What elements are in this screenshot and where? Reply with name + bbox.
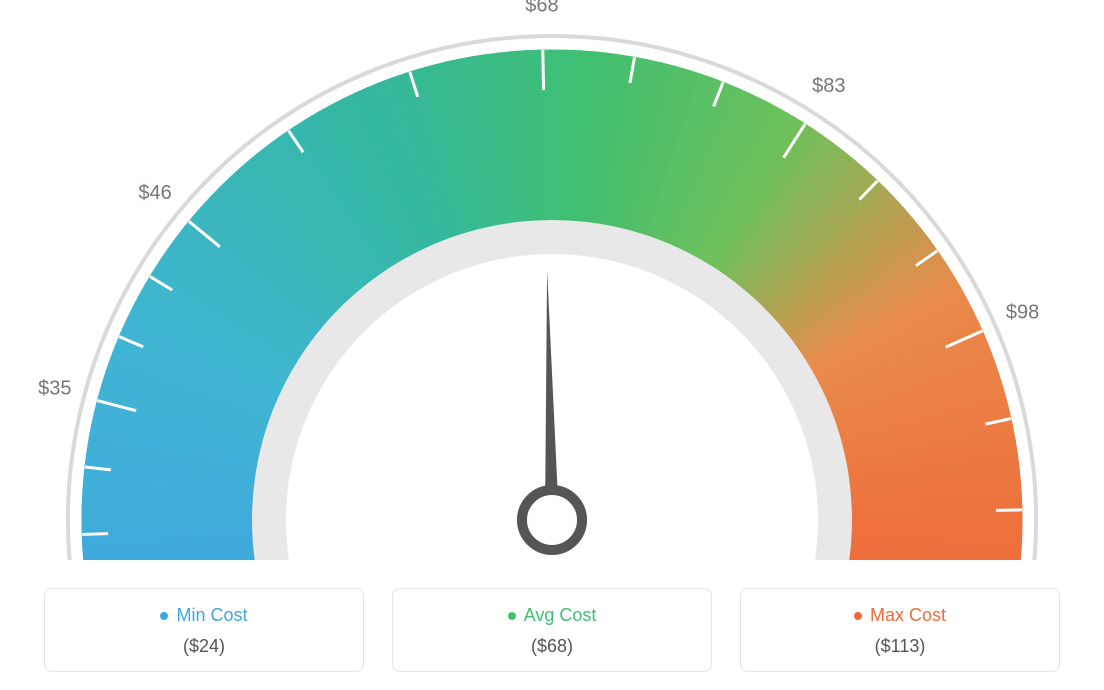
- gauge-chart: $24$35$46$68$83$98$113: [0, 0, 1104, 560]
- tick-label: $46: [138, 182, 171, 204]
- tick-label: $35: [38, 378, 71, 400]
- legend-card-min: Min Cost ($24): [44, 588, 364, 672]
- legend-value-min: ($24): [55, 636, 353, 657]
- gauge-svg: $24$35$46$68$83$98$113: [0, 0, 1104, 560]
- tick-label: $68: [525, 0, 558, 16]
- legend-value-max: ($113): [751, 636, 1049, 657]
- legend-row: Min Cost ($24) Avg Cost ($68) Max Cost (…: [0, 588, 1104, 672]
- legend-title-min: Min Cost: [160, 605, 247, 626]
- dot-icon: [508, 612, 516, 620]
- legend-title-max: Max Cost: [854, 605, 946, 626]
- legend-value-avg: ($68): [403, 636, 701, 657]
- dot-icon: [160, 612, 168, 620]
- legend-label-avg: Avg Cost: [524, 605, 597, 626]
- legend-title-avg: Avg Cost: [508, 605, 597, 626]
- legend-card-avg: Avg Cost ($68): [392, 588, 712, 672]
- tick-label: $83: [812, 75, 845, 97]
- legend-label-min: Min Cost: [176, 605, 247, 626]
- legend-label-max: Max Cost: [870, 605, 946, 626]
- tick-label: $98: [1006, 302, 1039, 324]
- gauge-hub: [522, 490, 582, 550]
- dot-icon: [854, 612, 862, 620]
- legend-card-max: Max Cost ($113): [740, 588, 1060, 672]
